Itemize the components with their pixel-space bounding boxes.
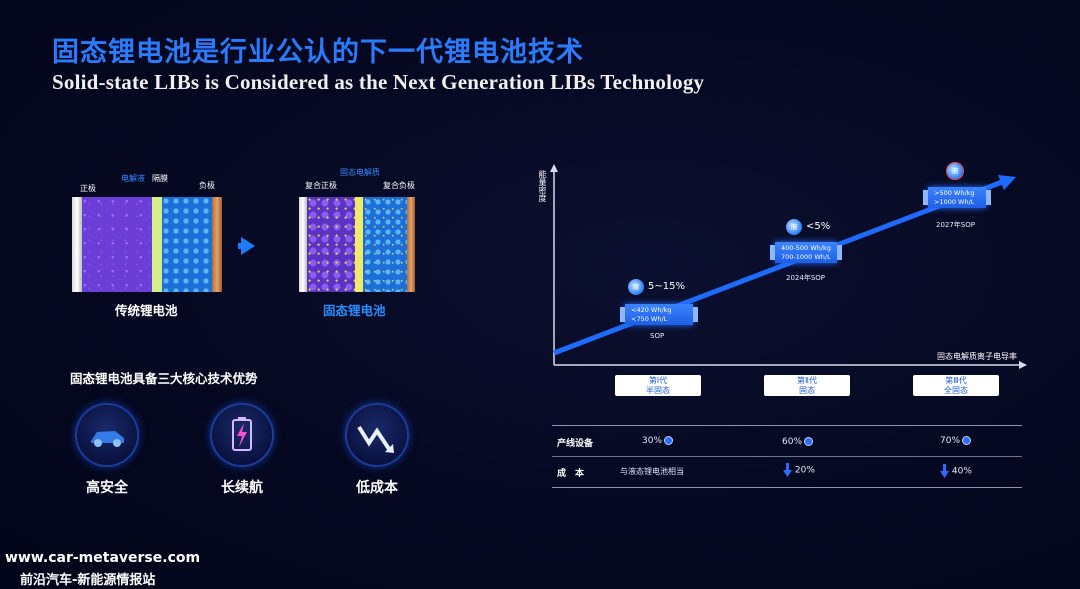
- gen3-spec-wh-kg: >500 Wh/kg: [934, 189, 975, 197]
- liquid-drop-icon: 液: [786, 219, 802, 235]
- table-divider: [552, 456, 1022, 457]
- gen2-sop: 2024年SOP: [786, 274, 825, 282]
- advantage-safety: 高安全: [86, 480, 128, 496]
- cost-gen2-value: 20%: [794, 465, 815, 476]
- equipment-gen1: 30%: [642, 436, 674, 446]
- gen1-liquid-pct: 5~15%: [648, 281, 685, 292]
- gen1-box: 第Ⅰ代 半固态: [615, 375, 701, 396]
- equipment-gen3: 70%: [940, 436, 972, 446]
- arrow-shaft: [238, 243, 244, 249]
- gen1-sop: SOP: [650, 332, 665, 340]
- traditional-cell-diagram: [72, 197, 222, 292]
- page-title: 固态锂电池是行业公认的下一代锂电池技术: [52, 37, 584, 68]
- row-cost-label: 成 本: [557, 469, 585, 479]
- equipment-gen2-value: 60%: [782, 437, 803, 447]
- arrow-down-icon: [783, 463, 792, 477]
- equipment-gen2: 60%: [782, 437, 814, 447]
- arrow-down-icon: [940, 464, 949, 478]
- battery-bolt-icon: [212, 405, 272, 465]
- footer-url: www.car-metaverse.com: [5, 550, 201, 566]
- equipment-gen3-value: 70%: [940, 436, 961, 446]
- gen1-sub: 半固态: [646, 386, 670, 395]
- anode-label: 负极: [199, 181, 215, 190]
- traditional-cell-name: 传统锂电池: [115, 303, 178, 318]
- electrolyte-label: 电解液: [121, 174, 145, 183]
- gen3-name: 第Ⅲ代: [945, 376, 967, 385]
- gen1-spec-wh-kg: <420 Wh/kg: [631, 306, 672, 314]
- gen2-name: 第Ⅱ代: [797, 376, 817, 385]
- gen2-box: 第Ⅱ代 固态: [764, 375, 850, 396]
- equipment-icon: [962, 436, 972, 445]
- solid-electrolyte-label: 固态电解质: [340, 168, 380, 177]
- gen2-spec-wh-l: 700-1000 Wh/L: [781, 252, 831, 261]
- gen2-liquid-pct: <5%: [806, 221, 831, 232]
- x-axis-label: 固态电解质离子电导率: [937, 352, 1017, 361]
- car-icon: [77, 405, 137, 465]
- equipment-icon: [664, 436, 674, 445]
- equipment-gen1-value: 30%: [642, 436, 663, 446]
- gen3-box: 第Ⅲ代 全固态: [913, 375, 999, 396]
- cathode-label: 正极: [80, 184, 96, 193]
- cost-gen3-value: 40%: [951, 466, 972, 477]
- cost-gen2: 20%: [783, 463, 815, 477]
- row-equipment-label: 产线设备: [557, 439, 594, 449]
- gen3-sop: 2027年SOP: [936, 221, 975, 229]
- gen1-name: 第Ⅰ代: [648, 376, 668, 385]
- composite-anode-label: 复合负极: [383, 181, 415, 190]
- gen2-spec-wh-kg: 400-500 Wh/kg: [781, 244, 831, 252]
- liquid-drop-icon: 液: [628, 279, 644, 295]
- no-liquid-icon: 液: [947, 163, 963, 179]
- arrow-right-icon: [241, 237, 255, 255]
- equipment-icon: [804, 437, 814, 446]
- table-divider: [552, 425, 1022, 426]
- page-subtitle: Solid-state LIBs is Considered as the Ne…: [52, 70, 705, 94]
- solid-cell-diagram: [299, 197, 415, 292]
- composite-cathode-label: 复合正极: [305, 181, 337, 190]
- gen1-spec-wh-l: <750 Wh/L: [631, 314, 668, 323]
- gen3-spec: >500 Wh/kg >1000 Wh/L: [923, 187, 991, 208]
- cost-gen3: 40%: [940, 464, 972, 478]
- gen3-sub: 全固态: [944, 386, 968, 395]
- gen1-spec: <420 Wh/kg <750 Wh/L: [620, 304, 698, 325]
- solid-cell-name: 固态锂电池: [323, 303, 386, 318]
- table-divider: [552, 487, 1022, 488]
- advantages-title: 固态锂电池具备三大核心技术优势: [70, 371, 258, 386]
- cost-gen1: 与液态锂电池相当: [620, 467, 684, 476]
- trend-down-icon: [347, 405, 407, 465]
- y-axis-label: 能量密度: [538, 170, 547, 202]
- gen2-spec: 400-500 Wh/kg 700-1000 Wh/L: [770, 242, 842, 263]
- gen3-spec-wh-l: >1000 Wh/L: [934, 197, 975, 206]
- gen2-sub: 固态: [799, 386, 815, 395]
- separator-label: 隔膜: [152, 174, 168, 183]
- advantage-cost: 低成本: [356, 480, 398, 496]
- advantage-range: 长续航: [221, 480, 263, 496]
- footer-name: 前沿汽车-新能源情报站: [20, 573, 156, 588]
